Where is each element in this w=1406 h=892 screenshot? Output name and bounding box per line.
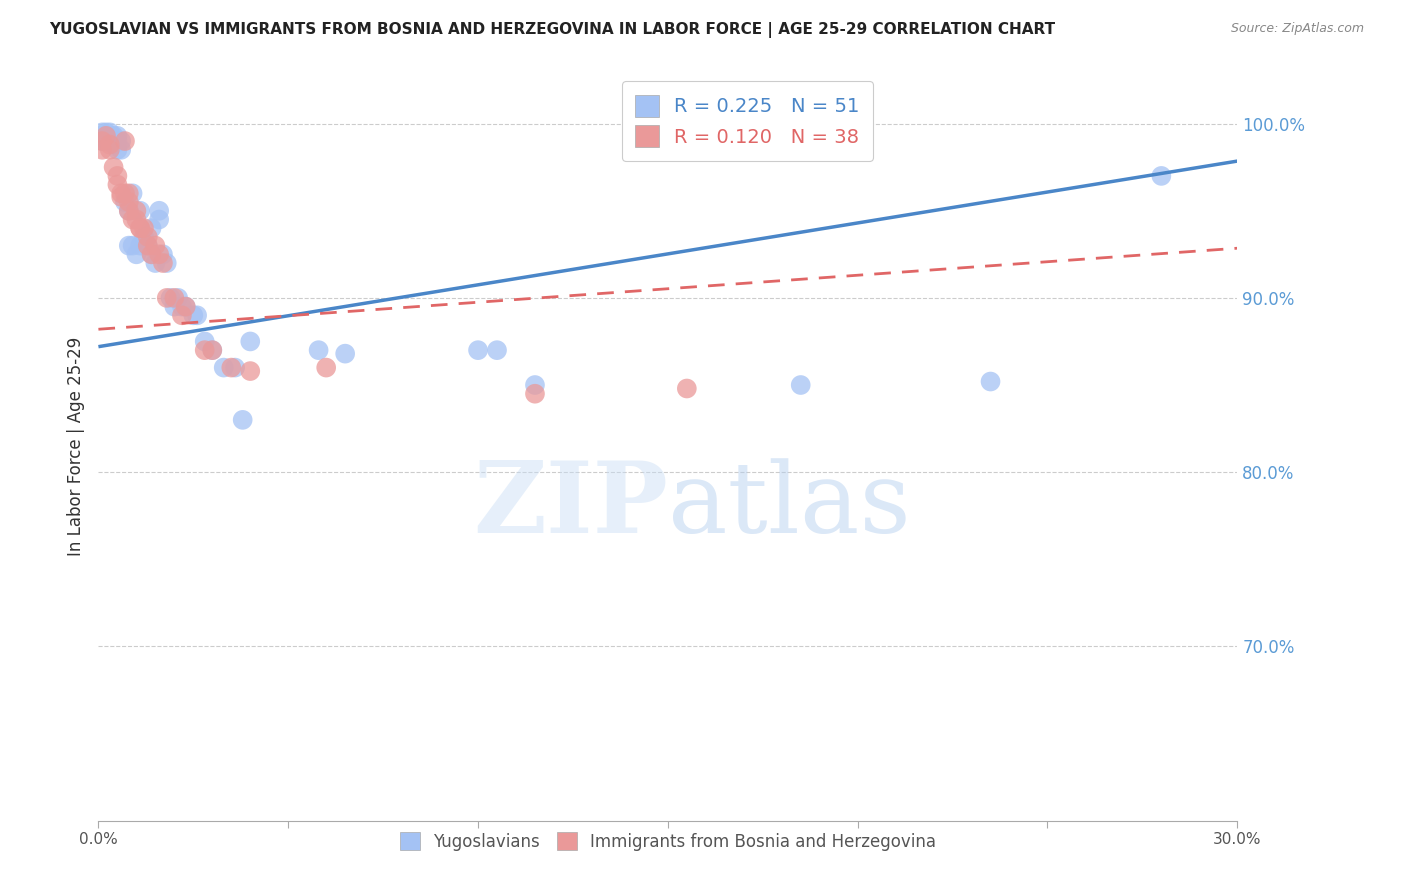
Point xyxy=(129,238,152,252)
Point xyxy=(148,212,170,227)
Point xyxy=(118,203,141,218)
Point xyxy=(98,125,121,139)
Point xyxy=(148,247,170,261)
Point xyxy=(125,247,148,261)
Point xyxy=(107,128,129,143)
Point xyxy=(103,128,125,143)
Point xyxy=(201,343,224,358)
Point xyxy=(467,343,489,358)
Point xyxy=(979,375,1001,389)
Point xyxy=(170,300,193,314)
Point xyxy=(676,382,699,396)
Point xyxy=(94,128,117,143)
Point xyxy=(118,195,141,210)
Point xyxy=(94,134,117,148)
Text: atlas: atlas xyxy=(668,458,911,554)
Point xyxy=(524,386,547,401)
Point xyxy=(1150,169,1173,183)
Point xyxy=(136,230,159,244)
Point xyxy=(91,134,114,148)
Point xyxy=(110,134,132,148)
Point xyxy=(98,134,121,148)
Point xyxy=(110,190,132,204)
Point xyxy=(524,378,547,392)
Point xyxy=(141,247,163,261)
Point xyxy=(118,238,141,252)
Point xyxy=(118,203,141,218)
Point xyxy=(152,247,174,261)
Point xyxy=(183,308,205,322)
Point xyxy=(129,221,152,235)
Point xyxy=(136,238,159,252)
Point xyxy=(174,300,197,314)
Legend: R = 0.225   N = 51, R = 0.120   N = 38: R = 0.225 N = 51, R = 0.120 N = 38 xyxy=(621,81,873,161)
Point xyxy=(239,364,262,378)
Point xyxy=(110,143,132,157)
Point xyxy=(156,291,179,305)
Point xyxy=(163,300,186,314)
Point xyxy=(167,291,190,305)
Point xyxy=(224,360,246,375)
Point xyxy=(194,334,217,349)
Y-axis label: In Labor Force | Age 25-29: In Labor Force | Age 25-29 xyxy=(66,336,84,556)
Point xyxy=(136,238,159,252)
Point xyxy=(107,143,129,157)
Point xyxy=(156,256,179,270)
Point xyxy=(132,230,155,244)
Point xyxy=(114,134,136,148)
Point xyxy=(94,125,117,139)
Point xyxy=(232,413,254,427)
Point xyxy=(107,134,129,148)
Point xyxy=(125,203,148,218)
Point xyxy=(152,256,174,270)
Point xyxy=(201,343,224,358)
Point xyxy=(125,212,148,227)
Point xyxy=(132,221,155,235)
Point xyxy=(114,186,136,201)
Point xyxy=(221,360,243,375)
Point xyxy=(98,143,121,157)
Point xyxy=(121,186,143,201)
Point xyxy=(114,195,136,210)
Point xyxy=(107,169,129,183)
Point xyxy=(107,178,129,192)
Text: YUGOSLAVIAN VS IMMIGRANTS FROM BOSNIA AND HERZEGOVINA IN LABOR FORCE | AGE 25-29: YUGOSLAVIAN VS IMMIGRANTS FROM BOSNIA AN… xyxy=(49,22,1056,38)
Point xyxy=(129,221,152,235)
Point xyxy=(141,247,163,261)
Text: ZIP: ZIP xyxy=(472,458,668,555)
Point xyxy=(145,238,167,252)
Point xyxy=(194,343,217,358)
Point xyxy=(91,134,114,148)
Point xyxy=(159,291,181,305)
Point xyxy=(308,343,330,358)
Point xyxy=(335,346,357,360)
Point xyxy=(148,203,170,218)
Point xyxy=(103,137,125,152)
Point xyxy=(110,186,132,201)
Point xyxy=(790,378,813,392)
Point xyxy=(163,291,186,305)
Point xyxy=(129,203,152,218)
Point xyxy=(315,360,337,375)
Point xyxy=(239,334,262,349)
Point xyxy=(145,256,167,270)
Point xyxy=(141,221,163,235)
Point xyxy=(186,308,208,322)
Point xyxy=(121,212,143,227)
Point xyxy=(486,343,509,358)
Point xyxy=(91,125,114,139)
Point xyxy=(174,300,197,314)
Point xyxy=(170,308,193,322)
Point xyxy=(98,137,121,152)
Point xyxy=(118,186,141,201)
Point xyxy=(212,360,235,375)
Point xyxy=(121,238,143,252)
Text: Source: ZipAtlas.com: Source: ZipAtlas.com xyxy=(1230,22,1364,36)
Point xyxy=(103,160,125,174)
Point xyxy=(91,143,114,157)
